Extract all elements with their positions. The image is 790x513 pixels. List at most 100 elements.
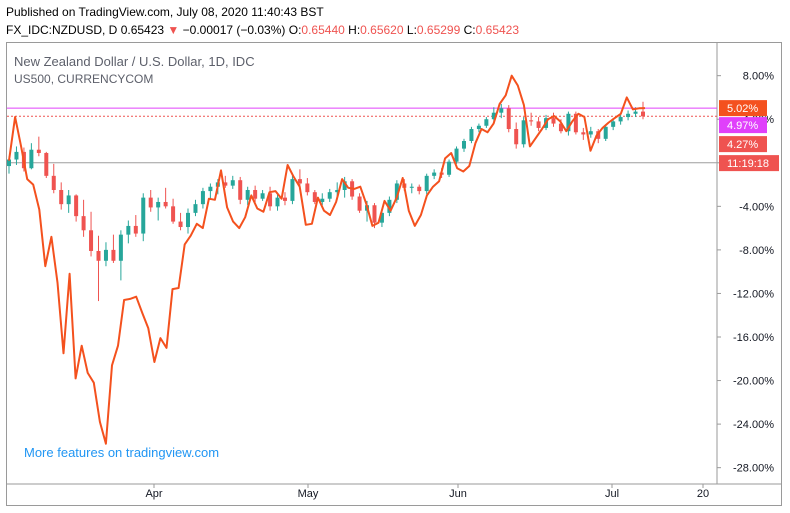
candle-body	[603, 126, 608, 139]
open-label: O:	[288, 23, 302, 37]
candle-body	[141, 197, 146, 234]
promo-link[interactable]: More features on tradingview.com	[24, 445, 220, 460]
candle-body	[551, 118, 556, 124]
price-badge-bg	[719, 136, 767, 153]
candle-body	[394, 183, 399, 200]
candle-body	[506, 108, 511, 130]
candle-body	[573, 113, 578, 133]
candle-body	[186, 212, 191, 228]
candle-body	[633, 111, 638, 114]
x-tick-label: Jul	[605, 488, 619, 500]
x-tick-label: 20	[697, 488, 709, 500]
candle-body	[454, 148, 459, 162]
candle-body	[193, 204, 198, 213]
x-tick-label: Apr	[145, 488, 162, 500]
y-tick-label: 8.00%	[743, 71, 774, 83]
last-price: 0.65423	[120, 23, 165, 37]
y-tick-label: -24.00%	[733, 419, 774, 431]
candle-body	[74, 195, 79, 217]
candle-body	[320, 198, 325, 202]
candle-body	[96, 250, 101, 261]
candle-body	[499, 108, 504, 113]
candle-body	[447, 161, 452, 175]
candle-body	[223, 182, 228, 186]
candle-body	[596, 131, 601, 139]
candle-body	[432, 172, 437, 176]
candle-body	[118, 234, 123, 261]
candle-body	[245, 190, 250, 200]
down-arrow-icon: ▼	[167, 23, 180, 37]
price-badge-bg	[719, 117, 767, 134]
candle-body	[312, 192, 317, 202]
x-tick-label: May	[298, 488, 319, 500]
candle-body	[484, 119, 489, 126]
candle-body	[290, 179, 295, 201]
candle-body	[163, 201, 168, 207]
candle-body	[461, 141, 466, 149]
candle-body	[36, 149, 41, 153]
symbol-name: FX_IDC:NZDUSD, D	[6, 23, 118, 37]
candle-body	[238, 180, 243, 200]
candle-body	[51, 175, 56, 190]
candle-body	[14, 151, 19, 160]
candle-body	[566, 113, 571, 132]
price-badge-bg	[719, 155, 779, 172]
high-value: 0.65620	[360, 23, 404, 37]
candle-body	[611, 121, 616, 127]
candle-body	[253, 190, 258, 199]
candle-body	[626, 113, 631, 118]
price-badge-bg	[719, 100, 767, 117]
candle-body	[424, 175, 429, 192]
candle-body	[44, 152, 49, 176]
candle-body	[327, 192, 332, 199]
candle-body	[379, 212, 384, 223]
y-tick-label: -4.00%	[739, 201, 774, 213]
main-series-legend: New Zealand Dollar / U.S. Dollar, 1D, ID…	[14, 54, 255, 69]
candle-body	[297, 179, 302, 184]
low-label: L:	[406, 23, 417, 37]
price-badge-label: 5.02%	[727, 103, 758, 115]
candle-body	[476, 125, 481, 130]
candle-body	[133, 225, 138, 234]
candle-body	[200, 191, 205, 205]
candle-body	[81, 216, 86, 231]
candle-body	[558, 123, 563, 132]
candle-body	[641, 111, 645, 117]
candle-body	[387, 199, 392, 213]
candle-body	[618, 117, 623, 122]
y-tick-label: -8.00%	[739, 245, 774, 257]
y-tick-label: -28.00%	[733, 463, 774, 475]
candle-body	[103, 249, 108, 261]
us500-compare-line	[8, 74, 646, 445]
candle-body	[230, 180, 235, 186]
symbol-quote-line: FX_IDC:NZDUSD, D 0.65423 ▼ −0.00017 (−0.…	[6, 23, 519, 37]
y-tick-label: -12.00%	[733, 288, 774, 300]
price-change: −0.00017 (−0.03%)	[182, 23, 286, 37]
candle-body	[260, 193, 265, 199]
candle-body	[89, 230, 94, 251]
candle-body	[305, 183, 310, 193]
candle-body	[29, 149, 34, 169]
candle-body	[171, 206, 176, 222]
candle-body	[111, 249, 116, 261]
candle-body	[529, 120, 534, 122]
candle-body	[282, 197, 287, 201]
candle-body	[335, 190, 340, 193]
candle-body	[156, 201, 161, 208]
price-badge-label: 11:19:18	[727, 158, 769, 170]
candle-body	[7, 159, 11, 167]
candle-body	[469, 129, 474, 141]
price-badge-label: 4.97%	[727, 120, 758, 132]
candle-body	[588, 131, 593, 135]
candle-body	[536, 121, 541, 128]
compare-series-legend: US500, CURRENCYCOM	[14, 72, 154, 86]
candle-body	[148, 197, 153, 208]
high-label: H:	[348, 23, 361, 37]
price-badge-label: 4.27%	[727, 139, 758, 151]
candle-body	[491, 112, 496, 120]
close-label: C:	[463, 23, 476, 37]
published-note: Published on TradingView.com, July 08, 2…	[6, 5, 324, 19]
y-tick-label: -16.00%	[733, 332, 774, 344]
candle-body	[275, 197, 280, 207]
